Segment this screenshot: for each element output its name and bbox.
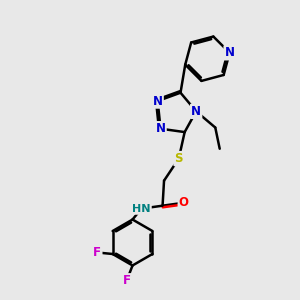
Text: N: N: [153, 94, 163, 107]
Text: N: N: [225, 46, 235, 59]
Text: S: S: [175, 152, 183, 165]
Text: F: F: [123, 274, 130, 287]
Text: N: N: [191, 105, 201, 118]
Text: HN: HN: [132, 204, 151, 214]
Text: N: N: [156, 122, 166, 135]
Text: F: F: [93, 246, 101, 259]
Text: O: O: [179, 196, 189, 209]
